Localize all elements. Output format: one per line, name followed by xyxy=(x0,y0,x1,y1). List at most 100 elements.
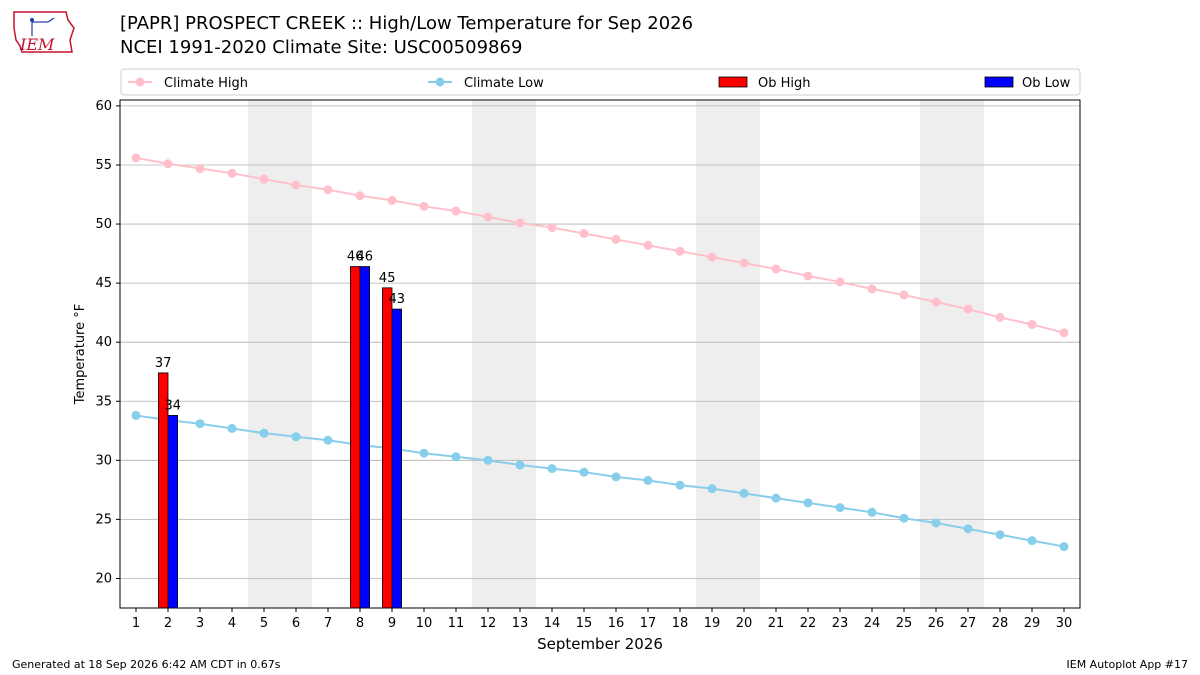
climate-low-point-day-30 xyxy=(1059,542,1069,552)
climate-high-point-day-20 xyxy=(739,258,749,268)
legend-climate-low-label: Climate Low xyxy=(464,76,544,91)
x-tick-label-12: 12 xyxy=(480,616,497,631)
ob-low-value-label-day-9: 43 xyxy=(389,292,406,307)
ob-high-value-label-day-8: 46 xyxy=(347,250,364,265)
legend-ob-high-label: Ob High xyxy=(758,76,811,91)
climate-low-point-day-6 xyxy=(291,432,301,442)
climate-high-point-day-16 xyxy=(611,234,621,244)
climate-high-point-day-11 xyxy=(451,206,461,216)
x-tick-label-29: 29 xyxy=(1024,616,1041,631)
x-tick-label-24: 24 xyxy=(864,616,881,631)
x-tick-label-16: 16 xyxy=(608,616,625,631)
climate-high-point-day-4 xyxy=(227,168,237,178)
legend-ob-low-label: Ob Low xyxy=(1022,76,1071,91)
x-tick-label-5: 5 xyxy=(260,616,268,631)
shaded-day-13 xyxy=(504,100,536,608)
x-tick-label-15: 15 xyxy=(576,616,593,631)
climate-high-point-day-17 xyxy=(643,240,653,250)
x-tick-label-21: 21 xyxy=(768,616,785,631)
shaded-day-5 xyxy=(248,100,280,608)
climate-high-point-day-7 xyxy=(323,185,333,195)
x-tick-label-17: 17 xyxy=(640,616,657,631)
climate-high-point-day-21 xyxy=(771,264,781,274)
climate-low-point-day-2 xyxy=(163,415,173,425)
climate-high-point-day-14 xyxy=(547,223,557,233)
climate-low-point-day-12 xyxy=(483,455,493,465)
x-tick-label-11: 11 xyxy=(448,616,465,631)
logo-text: IEM xyxy=(19,35,55,54)
x-tick-label-25: 25 xyxy=(896,616,913,631)
y-tick-label-35: 35 xyxy=(95,394,112,409)
x-tick-label-1: 1 xyxy=(132,616,140,631)
y-tick-label-25: 25 xyxy=(95,512,112,527)
x-tick-label-26: 26 xyxy=(928,616,945,631)
climate-high-point-day-10 xyxy=(419,201,429,211)
bar-value-labels: 37 46 45 34 46 43 xyxy=(155,250,405,414)
legend-ob-low-swatch xyxy=(984,76,1014,88)
climate-low-point-day-19 xyxy=(707,484,717,494)
shaded-day-26 xyxy=(920,100,952,608)
y-tick-label-20: 20 xyxy=(95,571,112,586)
climate-high-point-day-18 xyxy=(675,246,685,256)
climate-low-point-day-4 xyxy=(227,423,237,433)
climate-low-point-day-14 xyxy=(547,464,557,474)
climate-low-point-day-9 xyxy=(387,444,397,454)
ob-high-bar-day-8 xyxy=(349,266,361,609)
climate-low-point-day-8 xyxy=(355,440,365,450)
legend-ob-high-swatch xyxy=(718,76,748,88)
x-tick-label-4: 4 xyxy=(228,616,236,631)
y-axis-ticks: 20 25 30 35 40 45 50 55 60 xyxy=(95,99,120,586)
observation-bars xyxy=(157,266,403,609)
climate-high-point-day-3 xyxy=(195,164,205,174)
x-tick-label-22: 22 xyxy=(800,616,817,631)
climate-low-point-day-25 xyxy=(899,513,909,523)
legend: Climate High Climate Low Ob High Ob Low xyxy=(120,68,1081,96)
climate-high-point-day-13 xyxy=(515,218,525,228)
x-axis-label: September 2026 xyxy=(537,635,663,653)
climate-high-point-day-9 xyxy=(387,195,397,205)
x-tick-label-27: 27 xyxy=(960,616,977,631)
climate-lines xyxy=(131,153,1069,552)
shaded-day-12 xyxy=(472,100,504,608)
shaded-day-20 xyxy=(728,100,760,608)
ob-low-bar-day-2 xyxy=(167,415,179,609)
app-credit: IEM Autoplot App #17 xyxy=(1066,658,1189,671)
y-axis-label: Temperature °F xyxy=(73,304,88,405)
x-tick-label-10: 10 xyxy=(416,616,433,631)
x-tick-label-8: 8 xyxy=(356,616,364,631)
y-tick-label-55: 55 xyxy=(95,158,112,173)
x-tick-label-23: 23 xyxy=(832,616,849,631)
ob-high-value-label-day-2: 37 xyxy=(155,356,172,371)
chart-subtitle: NCEI 1991-2020 Climate Site: USC00509869 xyxy=(120,37,523,58)
climate-low-point-day-28 xyxy=(995,530,1005,540)
ob-low-bar-day-8 xyxy=(359,266,371,609)
climate-low-point-day-1 xyxy=(131,410,141,420)
climate-low-point-day-16 xyxy=(611,472,621,482)
climate-low-point-day-22 xyxy=(803,498,813,508)
climate-low-point-day-15 xyxy=(579,467,589,477)
climate-low-point-day-26 xyxy=(931,518,941,528)
climate-high-point-day-8 xyxy=(355,191,365,201)
x-tick-label-13: 13 xyxy=(512,616,529,631)
chart-title: [PAPR] PROSPECT CREEK :: High/Low Temper… xyxy=(120,13,694,34)
climate-low-point-day-18 xyxy=(675,480,685,490)
climate-high-point-day-19 xyxy=(707,252,717,262)
x-axis-ticks: 1 2 3 4 5 6 7 8 9 10 11 12 13 14 15 16 17 18 19 20 21 22 23 24 2… xyxy=(132,608,1072,631)
climate-high-point-day-15 xyxy=(579,228,589,238)
climate-high-line xyxy=(135,156,1065,334)
x-tick-label-14: 14 xyxy=(544,616,561,631)
x-tick-label-28: 28 xyxy=(992,616,1009,631)
ob-low-value-label-day-8: 46 xyxy=(357,250,374,265)
weekend-shading xyxy=(248,100,984,608)
climate-high-point-day-29 xyxy=(1027,319,1037,329)
ob-low-bar-day-9 xyxy=(391,308,403,609)
x-tick-label-18: 18 xyxy=(672,616,689,631)
climate-low-point-day-3 xyxy=(195,419,205,429)
x-tick-label-7: 7 xyxy=(324,616,332,631)
climate-low-point-day-17 xyxy=(643,475,653,485)
ob-high-bar-day-2 xyxy=(157,372,169,609)
climate-high-point-day-5 xyxy=(259,174,269,184)
y-tick-label-40: 40 xyxy=(95,335,112,350)
legend-frame xyxy=(120,68,1081,96)
climate-low-point-day-21 xyxy=(771,493,781,503)
